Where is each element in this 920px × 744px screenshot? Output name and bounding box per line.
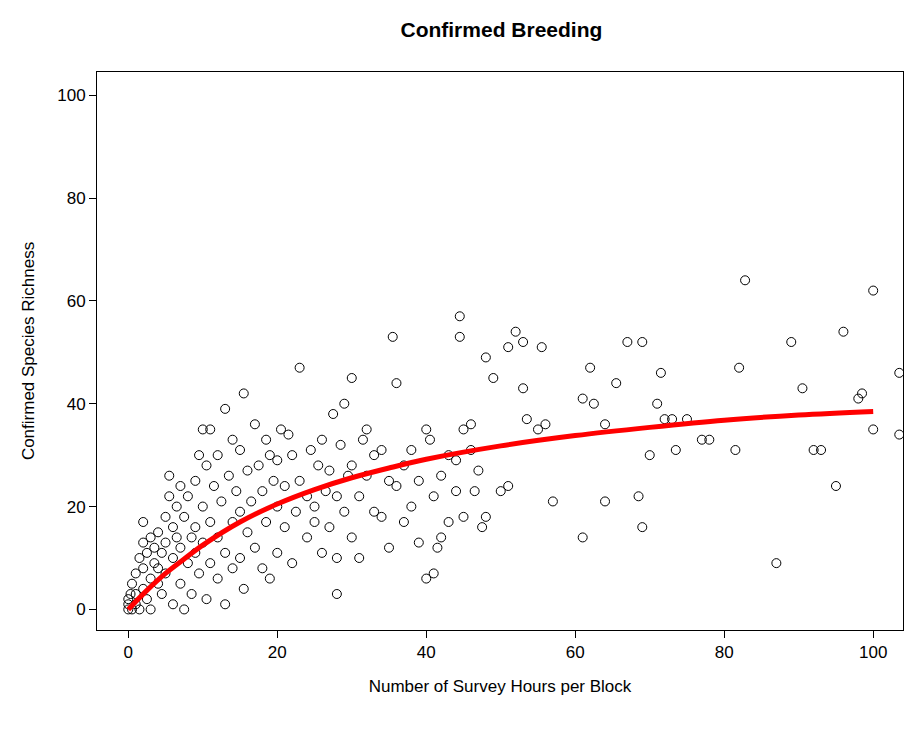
svg-text:Confirmed Species Richness: Confirmed Species Richness	[19, 242, 38, 460]
svg-text:60: 60	[566, 643, 585, 662]
svg-text:40: 40	[417, 643, 436, 662]
svg-text:40: 40	[67, 395, 86, 414]
svg-text:20: 20	[268, 643, 287, 662]
svg-text:20: 20	[67, 498, 86, 517]
svg-text:100: 100	[859, 643, 887, 662]
svg-text:0: 0	[124, 643, 133, 662]
svg-text:Confirmed Breeding: Confirmed Breeding	[400, 18, 602, 41]
svg-text:80: 80	[67, 189, 86, 208]
svg-text:60: 60	[67, 292, 86, 311]
svg-text:80: 80	[715, 643, 734, 662]
svg-text:Number of Survey Hours per Blo: Number of Survey Hours per Block	[369, 677, 632, 696]
svg-text:0: 0	[76, 600, 85, 619]
svg-text:100: 100	[57, 86, 85, 105]
